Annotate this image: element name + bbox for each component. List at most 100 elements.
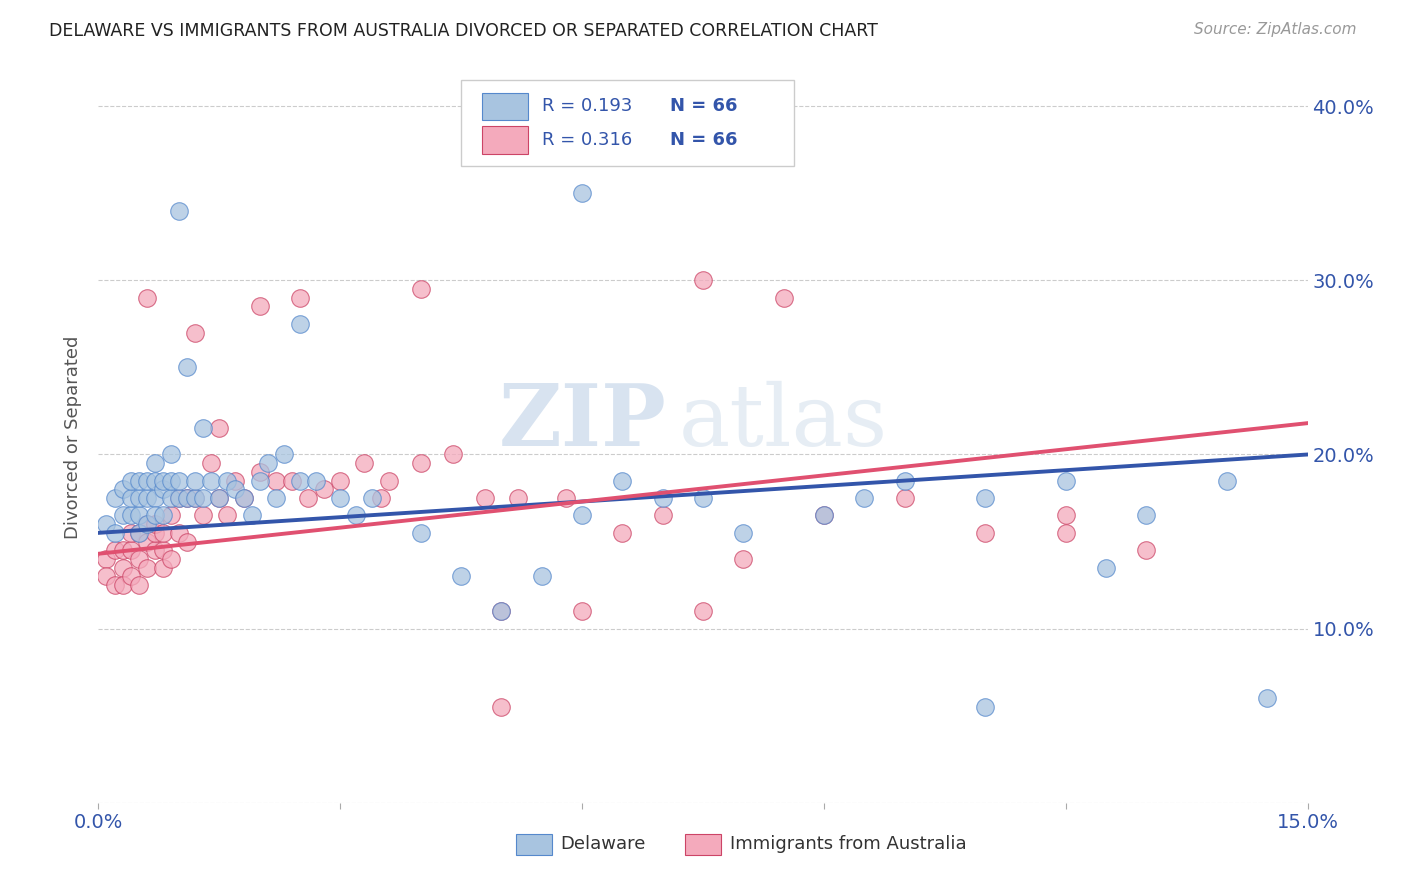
Point	[160, 448, 183, 462]
Point	[264, 474, 287, 488]
Point	[491, 700, 513, 714]
Point	[297, 491, 319, 505]
Point	[893, 474, 915, 488]
Point	[167, 525, 190, 540]
Point	[208, 491, 231, 505]
Text: Source: ZipAtlas.com: Source: ZipAtlas.com	[1194, 22, 1357, 37]
Point	[143, 525, 166, 540]
Point	[217, 508, 239, 523]
Text: R = 0.193: R = 0.193	[543, 97, 633, 115]
Point	[232, 491, 254, 505]
Point	[249, 300, 271, 314]
Point	[176, 360, 198, 375]
Point	[120, 508, 142, 523]
Point	[281, 474, 304, 488]
Point	[409, 525, 432, 540]
Point	[160, 508, 183, 523]
Point	[612, 525, 634, 540]
Point	[491, 604, 513, 618]
Point	[733, 525, 755, 540]
Point	[256, 456, 278, 470]
Point	[111, 483, 134, 497]
FancyBboxPatch shape	[461, 80, 793, 167]
Point	[200, 474, 222, 488]
Point	[506, 491, 529, 505]
Point	[143, 456, 166, 470]
Point	[329, 474, 352, 488]
Point	[224, 483, 246, 497]
Point	[370, 491, 392, 505]
Point	[167, 491, 190, 505]
Point	[1135, 543, 1157, 558]
Point	[208, 421, 231, 435]
Point	[1054, 525, 1077, 540]
Point	[329, 491, 352, 505]
Point	[128, 474, 150, 488]
Point	[111, 543, 134, 558]
Point	[120, 543, 142, 558]
FancyBboxPatch shape	[482, 93, 527, 120]
Point	[974, 700, 997, 714]
Point	[128, 525, 150, 540]
Point	[200, 456, 222, 470]
Point	[184, 326, 207, 340]
Point	[974, 491, 997, 505]
Point	[128, 552, 150, 566]
Point	[111, 508, 134, 523]
FancyBboxPatch shape	[685, 833, 721, 855]
Point	[143, 508, 166, 523]
Point	[224, 474, 246, 488]
Point	[184, 491, 207, 505]
Point	[135, 291, 157, 305]
Text: N = 66: N = 66	[671, 97, 738, 115]
Point	[111, 578, 134, 592]
Point	[305, 474, 328, 488]
FancyBboxPatch shape	[516, 833, 551, 855]
Point	[143, 543, 166, 558]
Point	[103, 525, 125, 540]
Point	[612, 474, 634, 488]
Point	[167, 474, 190, 488]
Point	[96, 569, 118, 583]
Point	[249, 474, 271, 488]
Point	[184, 474, 207, 488]
Point	[409, 282, 432, 296]
Point	[1216, 474, 1239, 488]
Point	[208, 491, 231, 505]
Point	[120, 569, 142, 583]
Point	[176, 534, 198, 549]
Point	[143, 474, 166, 488]
Point	[288, 291, 311, 305]
Point	[893, 491, 915, 505]
Point	[733, 552, 755, 566]
Point	[377, 474, 399, 488]
Point	[135, 474, 157, 488]
Text: Delaware: Delaware	[561, 836, 645, 854]
FancyBboxPatch shape	[482, 126, 527, 154]
Y-axis label: Divorced or Separated: Divorced or Separated	[65, 335, 83, 539]
Point	[135, 560, 157, 574]
Point	[361, 491, 384, 505]
Point	[152, 483, 174, 497]
Point	[450, 569, 472, 583]
Point	[813, 508, 835, 523]
Point	[128, 508, 150, 523]
Point	[120, 491, 142, 505]
Point	[273, 448, 295, 462]
Point	[160, 552, 183, 566]
Point	[96, 517, 118, 532]
Point	[232, 491, 254, 505]
Point	[571, 604, 593, 618]
Point	[853, 491, 876, 505]
Text: N = 66: N = 66	[671, 131, 738, 149]
Point	[152, 560, 174, 574]
Point	[128, 578, 150, 592]
Point	[193, 491, 215, 505]
Point	[530, 569, 553, 583]
Point	[143, 517, 166, 532]
Point	[120, 525, 142, 540]
Point	[692, 604, 714, 618]
Point	[167, 491, 190, 505]
Point	[240, 508, 263, 523]
Point	[474, 491, 496, 505]
